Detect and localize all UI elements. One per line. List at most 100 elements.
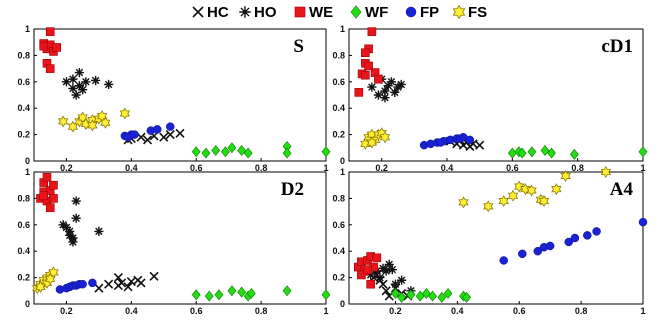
ytick-label: 1: [340, 167, 345, 177]
point-fp: [545, 241, 555, 251]
point-ho: [384, 259, 394, 269]
legend-item-fp: FP: [405, 4, 439, 21]
point-wf: [282, 285, 292, 297]
point-ho: [104, 79, 114, 90]
point-we: [367, 27, 377, 36]
point-hc: [149, 271, 159, 281]
point-we: [49, 194, 58, 203]
series-ho-d2: [58, 196, 104, 247]
xtick-label: 0.6: [190, 163, 203, 173]
point-we: [39, 41, 49, 51]
series-we-a4: [353, 252, 382, 289]
point-we: [39, 191, 49, 201]
ytick-label: 0.2: [332, 130, 345, 140]
point-wf: [517, 147, 527, 159]
point-ho: [68, 83, 78, 93]
panel-a4: A4 0 0.2 0.4 0.6 0.8 1 0.2 0.4 0.6 0.8 1: [332, 165, 648, 316]
point-fs: [366, 136, 378, 149]
point-hc: [136, 278, 146, 288]
point-fs: [58, 115, 69, 128]
point-hc: [113, 273, 123, 283]
ytick-label: 0.4: [17, 246, 30, 256]
point-wf: [547, 147, 556, 159]
legend: HC HO WE WF FP FS: [192, 4, 487, 21]
xtick-label: 0.8: [575, 306, 588, 316]
point-ho: [380, 93, 390, 103]
point-we: [354, 88, 364, 97]
point-ho: [74, 67, 85, 78]
point-ho: [366, 270, 376, 280]
point-fs: [100, 116, 111, 129]
ytick-label: 0.4: [332, 246, 345, 256]
point-hc: [113, 280, 123, 291]
legend-label-fs: FS: [468, 4, 487, 21]
panel-s-frame: [33, 28, 327, 162]
point-ho: [373, 90, 383, 100]
point-fp: [88, 278, 97, 288]
ytick-label: 0.6: [332, 220, 345, 230]
point-fp: [533, 246, 543, 256]
legend-label-ho: HO: [254, 4, 277, 21]
series-fp-d2: [55, 278, 97, 294]
point-hc: [465, 141, 475, 152]
legend-marker-fp: [405, 6, 417, 18]
xtick-label: 0.2: [375, 163, 388, 173]
point-fp: [564, 237, 573, 247]
point-hc: [142, 135, 153, 145]
point-wf: [237, 144, 247, 156]
point-fs: [483, 200, 494, 213]
point-ho: [91, 75, 101, 86]
panel-d2: D2 0 0.2 0.4 0.6 0.8 1 0.2 0.4 0.6 0.8 1: [17, 167, 331, 316]
xtick-label: 0.6: [506, 163, 519, 173]
ytick-label: 0: [25, 156, 30, 166]
ytick-label: 0.6: [17, 220, 30, 230]
ytick-label: 0.4: [332, 103, 345, 113]
ytick-label: 0.6: [332, 77, 345, 87]
point-ho: [375, 273, 385, 283]
point-fp: [123, 132, 133, 142]
point-fp: [499, 256, 508, 265]
point-fp: [570, 233, 580, 243]
panel-s-title: S: [293, 36, 304, 57]
ytick-label: 0.2: [332, 273, 345, 283]
ytick-label: 0.4: [17, 103, 30, 113]
point-we: [45, 203, 55, 212]
point-wf: [321, 146, 331, 158]
legend-marker-ho: [239, 6, 251, 18]
ytick-label: 0.8: [17, 193, 30, 203]
legend-label-we: WE: [309, 4, 333, 21]
series-fp-cd1: [419, 132, 475, 150]
point-ho: [78, 85, 88, 95]
point-wf: [428, 290, 437, 302]
legend-item-fs: FS: [452, 4, 487, 21]
point-hc: [175, 128, 185, 138]
point-wf: [221, 146, 230, 158]
panel-d2-title: D2: [281, 179, 304, 200]
point-ho: [61, 222, 72, 233]
panel-cd1-title: cD1: [601, 36, 633, 57]
point-we: [361, 48, 370, 58]
legend-marker-we: [294, 6, 306, 18]
point-fp: [465, 135, 475, 145]
series-ho-cd1: [367, 74, 406, 103]
point-ho: [396, 79, 406, 90]
series-we-cd1: [354, 27, 383, 97]
panel-a4-frame: [348, 171, 644, 305]
xtick-label: 0.4: [451, 306, 464, 316]
point-wf: [462, 291, 471, 303]
series-fs-a4: [458, 165, 612, 213]
point-hc: [104, 279, 114, 289]
series-wf-a4: [391, 287, 471, 303]
xtick-label: 1: [640, 163, 645, 173]
point-wf: [321, 289, 331, 301]
series-hc-a4: [369, 270, 413, 301]
ytick-label: 0.2: [17, 273, 30, 283]
legend-marker-hc: [192, 6, 204, 18]
point-wf: [227, 285, 237, 297]
legend-item-wf: WF: [350, 4, 388, 21]
point-fs: [514, 180, 525, 193]
point-ho: [386, 77, 397, 87]
point-fs: [45, 272, 56, 285]
xtick-label: 1: [640, 306, 645, 316]
point-ho: [390, 279, 401, 289]
